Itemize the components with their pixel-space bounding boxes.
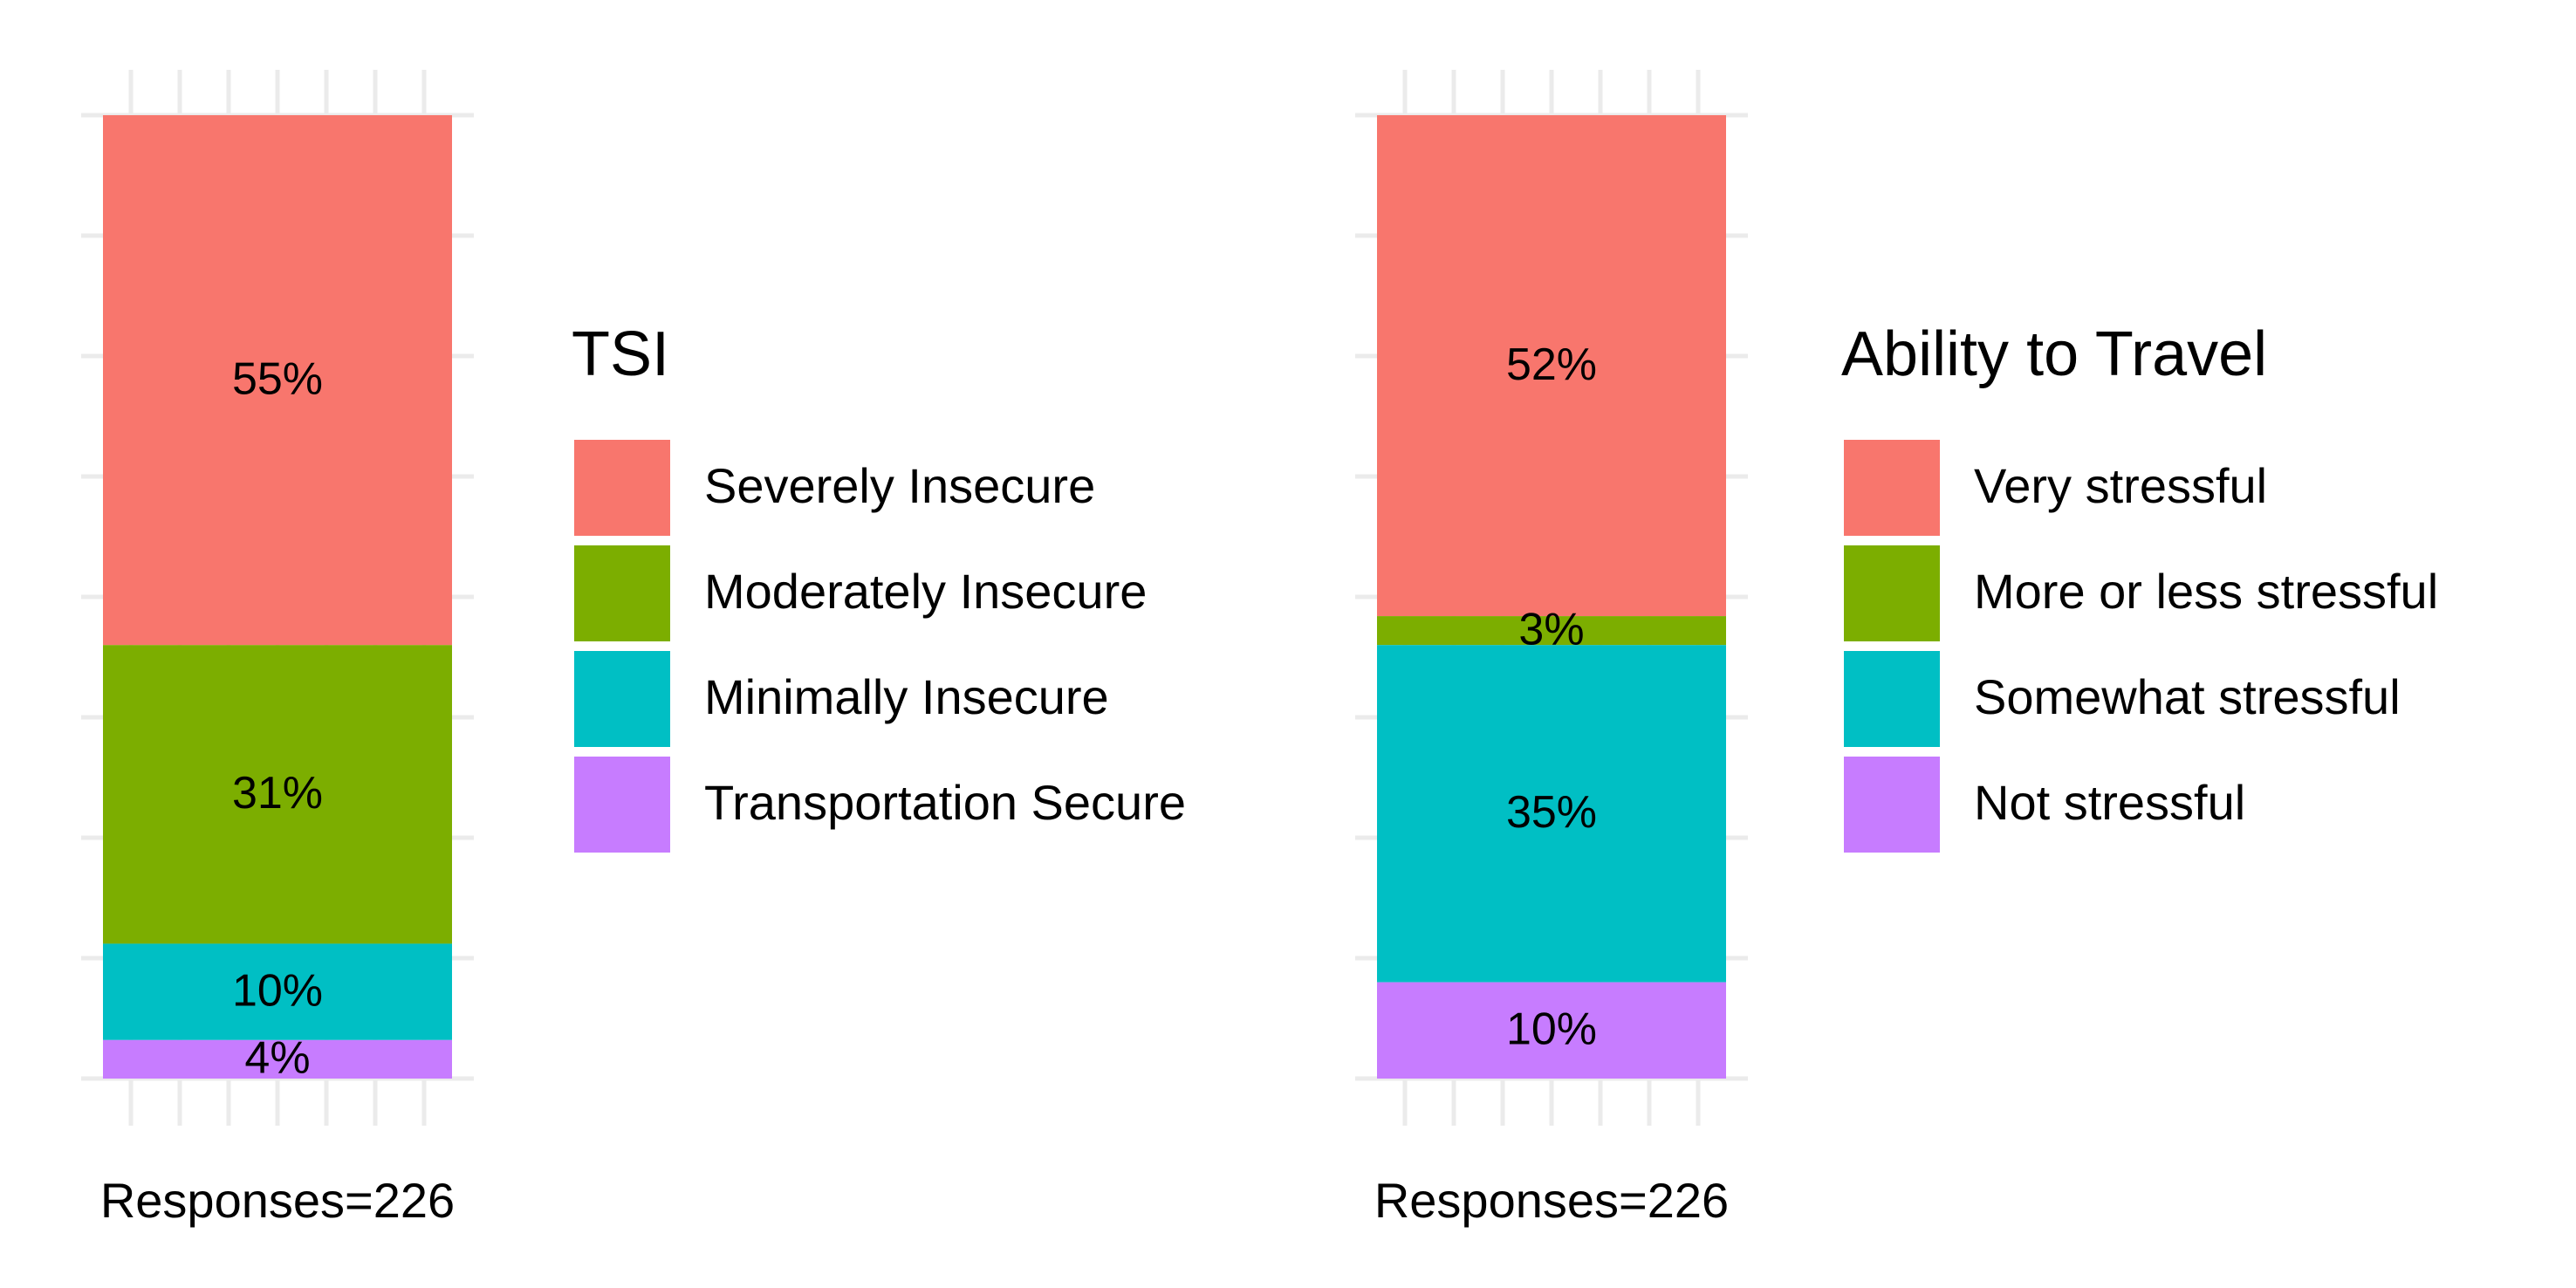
legend-key-2 xyxy=(1844,545,1940,641)
legend-label-1: Severely Insecure xyxy=(704,458,1095,513)
legend-label-1: Very stressful xyxy=(1974,458,2267,513)
legend-title: Ability to Travel xyxy=(1841,319,2267,389)
legend-key-1 xyxy=(1844,440,1940,536)
legend-title: TSI xyxy=(572,319,669,389)
bar-segment-4 xyxy=(103,1039,452,1079)
legend-key-4 xyxy=(574,757,670,853)
bar-segment-3 xyxy=(103,943,452,1040)
legend-key-4 xyxy=(1844,757,1940,853)
bar-segment-3 xyxy=(1377,645,1726,983)
legend-label-2: More or less stressful xyxy=(1974,564,2438,619)
legend-label-3: Somewhat stressful xyxy=(1974,669,2401,724)
segment-label-3: 10% xyxy=(232,965,323,1016)
legend-key-3 xyxy=(1844,651,1940,747)
x-axis-label: Responses=226 xyxy=(100,1173,455,1228)
legend-label-4: Transportation Secure xyxy=(704,775,1186,830)
bar-segment-1 xyxy=(103,115,452,646)
legend-label-4: Not stressful xyxy=(1974,775,2245,830)
segment-label-4: 10% xyxy=(1506,1004,1597,1055)
chart-panel-1: 55% 31% 10% 4% Responses=226 TSI Severely Inse… xyxy=(81,70,1186,1228)
segment-label-2: 31% xyxy=(232,768,323,819)
x-axis-label: Responses=226 xyxy=(1374,1173,1729,1228)
legend-key-1 xyxy=(574,440,670,536)
legend-label-2: Moderately Insecure xyxy=(704,564,1147,619)
legend-key-3 xyxy=(574,651,670,747)
legend-label-3: Minimally Insecure xyxy=(704,669,1109,724)
bar-segment-2 xyxy=(103,645,452,944)
segment-label-4: 4% xyxy=(244,1033,310,1084)
segment-label-1: 52% xyxy=(1506,339,1597,390)
bar-segment-4 xyxy=(1377,982,1726,1079)
bar-segment-2 xyxy=(1377,616,1726,646)
bar-segment-1 xyxy=(1377,115,1726,617)
segment-label-3: 35% xyxy=(1506,787,1597,838)
segment-label-1: 55% xyxy=(232,353,323,404)
legend-key-2 xyxy=(574,545,670,641)
